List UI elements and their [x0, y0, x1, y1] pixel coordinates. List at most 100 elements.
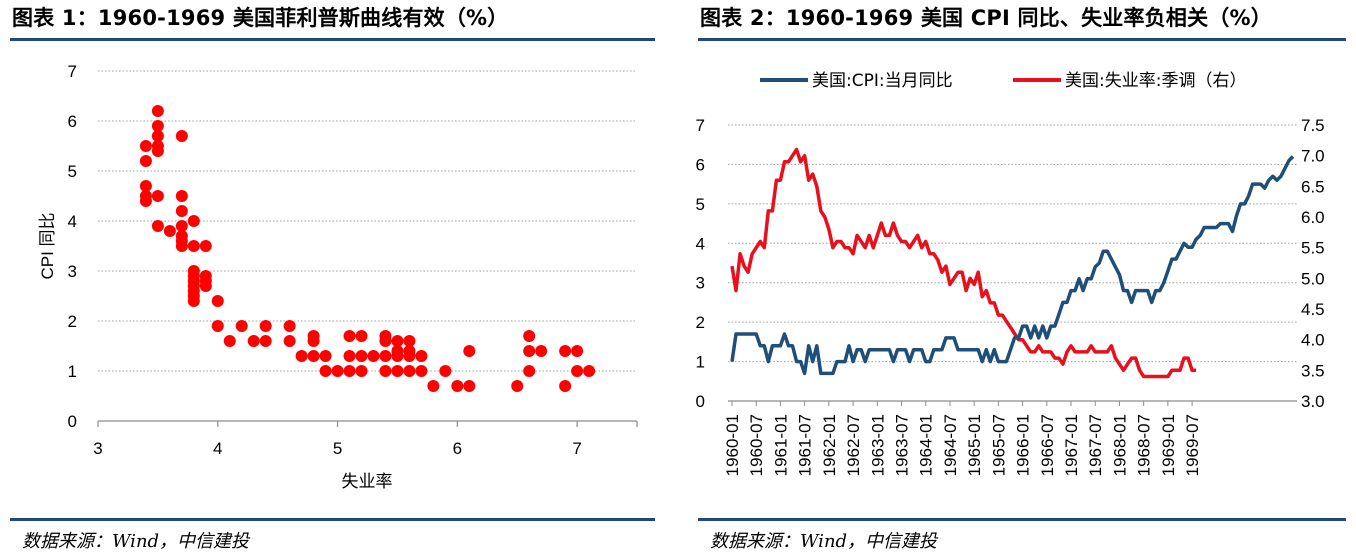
scatter-x-tick-label: 6: [453, 439, 462, 458]
line-chart-x-tick-label: 1960-01: [723, 414, 742, 476]
line-chart-x-tick-label: 1964-01: [917, 414, 936, 476]
scatter-point: [139, 195, 152, 207]
scatter-point: [379, 365, 392, 377]
scatter-point: [151, 120, 164, 132]
line-chart-legend: 美国:CPI:当月同比 美国:失业率:季调（右）: [760, 71, 1246, 91]
right-y-tick-label: 5.5: [1301, 239, 1325, 258]
scatter-point: [427, 380, 440, 392]
scatter-point: [379, 335, 392, 347]
scatter-point: [163, 225, 176, 237]
scatter-point: [463, 380, 476, 392]
figure-1-title: 图表 1：1960-1969 美国菲利普斯曲线有效（%）: [12, 6, 509, 30]
left-y-tick-label: 0: [696, 392, 705, 411]
scatter-y-tick-label: 4: [68, 212, 77, 231]
figure-1-source: 数据来源：Wind，中信建投: [22, 531, 250, 552]
line-chart-x-tick-label: 1962-01: [820, 414, 839, 476]
figure-2-panel: 图表 2：1960-1969 美国 CPI 同比、失业率负相关（%） 美国:CP…: [688, 0, 1356, 558]
scatter-y-tick-label: 7: [68, 62, 77, 81]
right-y-tick-label: 7.5: [1301, 116, 1325, 135]
figure-1-panel: 图表 1：1960-1969 美国菲利普斯曲线有效（%） 0 1 2 3 4 5 6 7 3 4 5…: [0, 0, 665, 558]
scatter-x-axis-label: 失业率: [342, 472, 393, 491]
scatter-point: [223, 335, 236, 347]
scatter-point: [415, 350, 428, 362]
line-chart-x-tick-label: 1969-01: [1159, 414, 1178, 476]
scatter-point: [343, 365, 356, 377]
unemployment-series-line: [730, 147, 1197, 379]
line-chart-x-tick-label: 1969-07: [1183, 414, 1202, 476]
scatter-point: [343, 330, 356, 342]
scatter-x-tick-label: 3: [93, 439, 102, 458]
scatter-point: [139, 140, 152, 152]
scatter-point: [187, 240, 200, 252]
figure-2-title: 图表 2：1960-1969 美国 CPI 同比、失业率负相关（%）: [700, 6, 1272, 30]
scatter-point: [583, 365, 596, 377]
line-chart-x-tick-label: 1968-07: [1135, 414, 1154, 476]
figure-2-bottom-rule: [698, 518, 1346, 521]
scatter-y-tick-label: 1: [68, 362, 77, 381]
scatter-point: [355, 330, 368, 342]
right-y-tick-label: 6.0: [1301, 208, 1325, 227]
scatter-point: [523, 330, 536, 342]
cpi-series-line: [730, 155, 1295, 376]
scatter-point: [559, 380, 572, 392]
scatter-point: [151, 220, 164, 232]
scatter-point: [187, 295, 200, 307]
line-chart-axes: [728, 400, 1297, 406]
scatter-point: [535, 345, 548, 357]
line-chart-gridlines: [728, 124, 1297, 363]
figure-1-top-rule: [10, 38, 655, 41]
scatter-point: [343, 350, 356, 362]
scatter-y-tick-label: 5: [68, 162, 77, 181]
scatter-point: [151, 130, 164, 142]
scatter-point: [175, 220, 188, 232]
scatter-point: [355, 365, 368, 377]
legend-cpi-label: 美国:CPI:当月同比: [812, 71, 953, 91]
scatter-point: [523, 345, 536, 357]
left-y-tick-label: 5: [696, 195, 705, 214]
left-y-tick-label: 6: [696, 155, 705, 174]
line-chart-x-tick-label: 1965-01: [965, 414, 984, 476]
scatter-point: [523, 365, 536, 377]
scatter-point: [463, 345, 476, 357]
scatter-point: [187, 215, 200, 227]
scatter-tick-labels: 0 1 2 3 4 5 6 7 3 4 5 6 7: [68, 62, 582, 458]
line-chart-x-tick-label: 1967-07: [1086, 414, 1105, 476]
scatter-point: [199, 240, 212, 252]
scatter-point: [247, 335, 260, 347]
left-y-tick-label: 3: [696, 274, 705, 293]
scatter-point: [235, 320, 248, 332]
figure-2-source: 数据来源：Wind，中信建投: [710, 531, 938, 552]
scatter-point: [151, 145, 164, 157]
scatter-point: [307, 335, 320, 347]
scatter-point: [571, 345, 584, 357]
right-y-tick-label: 4.0: [1301, 331, 1325, 350]
line-chart-x-tick-label: 1964-07: [941, 414, 960, 476]
scatter-point: [259, 320, 272, 332]
scatter-y-tick-label: 6: [68, 112, 77, 131]
line-chart-x-tick-label: 1966-07: [1038, 414, 1057, 476]
scatter-point: [391, 350, 404, 362]
left-y-tick-label: 1: [696, 353, 705, 372]
scatter-point: [211, 320, 224, 332]
scatter-y-tick-label: 0: [68, 412, 77, 431]
scatter-point: [319, 365, 332, 377]
legend-unemployment-label: 美国:失业率:季调（右）: [1065, 71, 1246, 91]
scatter-y-tick-label: 2: [68, 312, 77, 331]
scatter-axes: [97, 420, 638, 427]
right-y-tick-label: 3.0: [1301, 392, 1325, 411]
scatter-point: [175, 190, 188, 202]
right-y-tick-label: 5.0: [1301, 269, 1325, 288]
scatter-point: [175, 205, 188, 217]
scatter-y-axis-label: CPI 同比: [38, 212, 57, 279]
scatter-point: [379, 350, 392, 362]
right-y-tick-label: 7.0: [1301, 147, 1325, 166]
scatter-point: [139, 155, 152, 167]
scatter-point: [391, 335, 404, 347]
scatter-point: [355, 350, 368, 362]
figure-1-bottom-rule: [10, 518, 655, 521]
scatter-x-tick-label: 4: [213, 439, 222, 458]
scatter-point: [391, 365, 404, 377]
line-chart-x-tick-label: 1961-07: [796, 414, 815, 476]
scatter-point: [367, 350, 380, 362]
scatter-point: [175, 130, 188, 142]
